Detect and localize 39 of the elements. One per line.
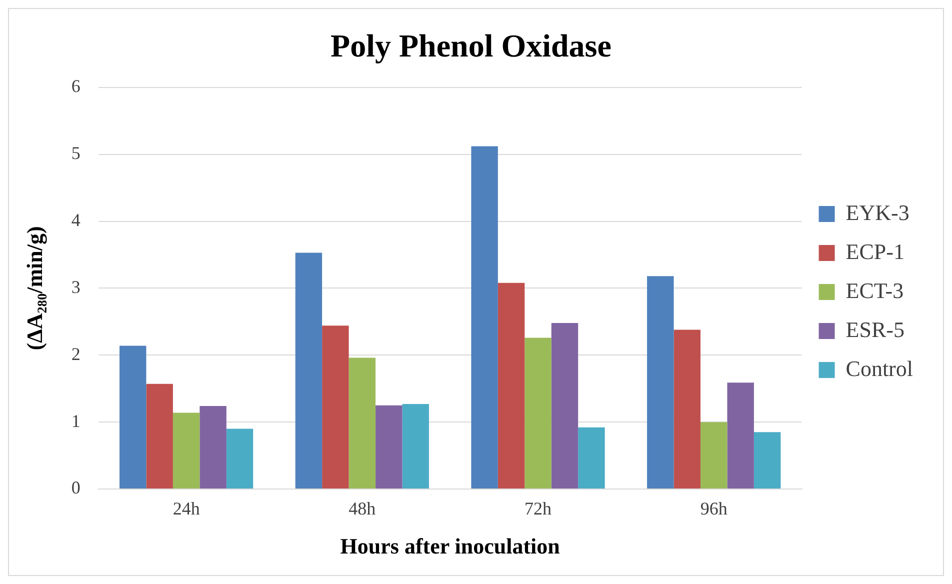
legend-label: EYK-3 xyxy=(846,200,910,225)
bar xyxy=(295,252,322,488)
bar xyxy=(524,338,552,488)
y-tick-label: 2 xyxy=(71,344,80,364)
legend-label: Control xyxy=(846,356,914,381)
bar xyxy=(348,358,376,488)
x-axis-title: Hours after inoculation xyxy=(340,533,560,558)
legend-label: ESR-5 xyxy=(846,316,904,342)
bar xyxy=(402,404,429,488)
bar xyxy=(674,330,700,488)
bar xyxy=(146,384,173,488)
x-tick-label: 24h xyxy=(172,498,200,519)
legend-label: ECT-3 xyxy=(846,278,904,303)
bar xyxy=(172,412,200,488)
bar xyxy=(376,405,402,488)
x-tick-label: 96h xyxy=(700,498,728,519)
y-tick-label: 0 xyxy=(71,478,80,498)
y-tick-label: 6 xyxy=(71,76,80,96)
bar xyxy=(551,323,578,488)
y-tick-label: 5 xyxy=(71,143,80,164)
legend-label: ECP-1 xyxy=(846,238,904,264)
chart-title: Poly Phenol Oxidase xyxy=(330,27,612,64)
bar xyxy=(322,326,349,488)
bar xyxy=(200,406,226,488)
y-axis-title: (ΔA₂₈₀/min/g) xyxy=(22,226,47,350)
bar xyxy=(226,428,254,488)
y-tick-label: 4 xyxy=(71,210,80,230)
bar xyxy=(647,276,674,488)
y-tick-label: 3 xyxy=(71,276,80,297)
bar xyxy=(471,146,498,488)
bar xyxy=(700,422,728,488)
bar xyxy=(754,432,781,488)
x-tick-label: 48h xyxy=(348,498,376,519)
bar xyxy=(727,382,754,488)
y-tick-label: 1 xyxy=(71,410,80,431)
x-tick-label: 72h xyxy=(524,498,552,519)
bar xyxy=(120,346,146,488)
bar xyxy=(498,282,525,488)
bar xyxy=(578,427,605,488)
